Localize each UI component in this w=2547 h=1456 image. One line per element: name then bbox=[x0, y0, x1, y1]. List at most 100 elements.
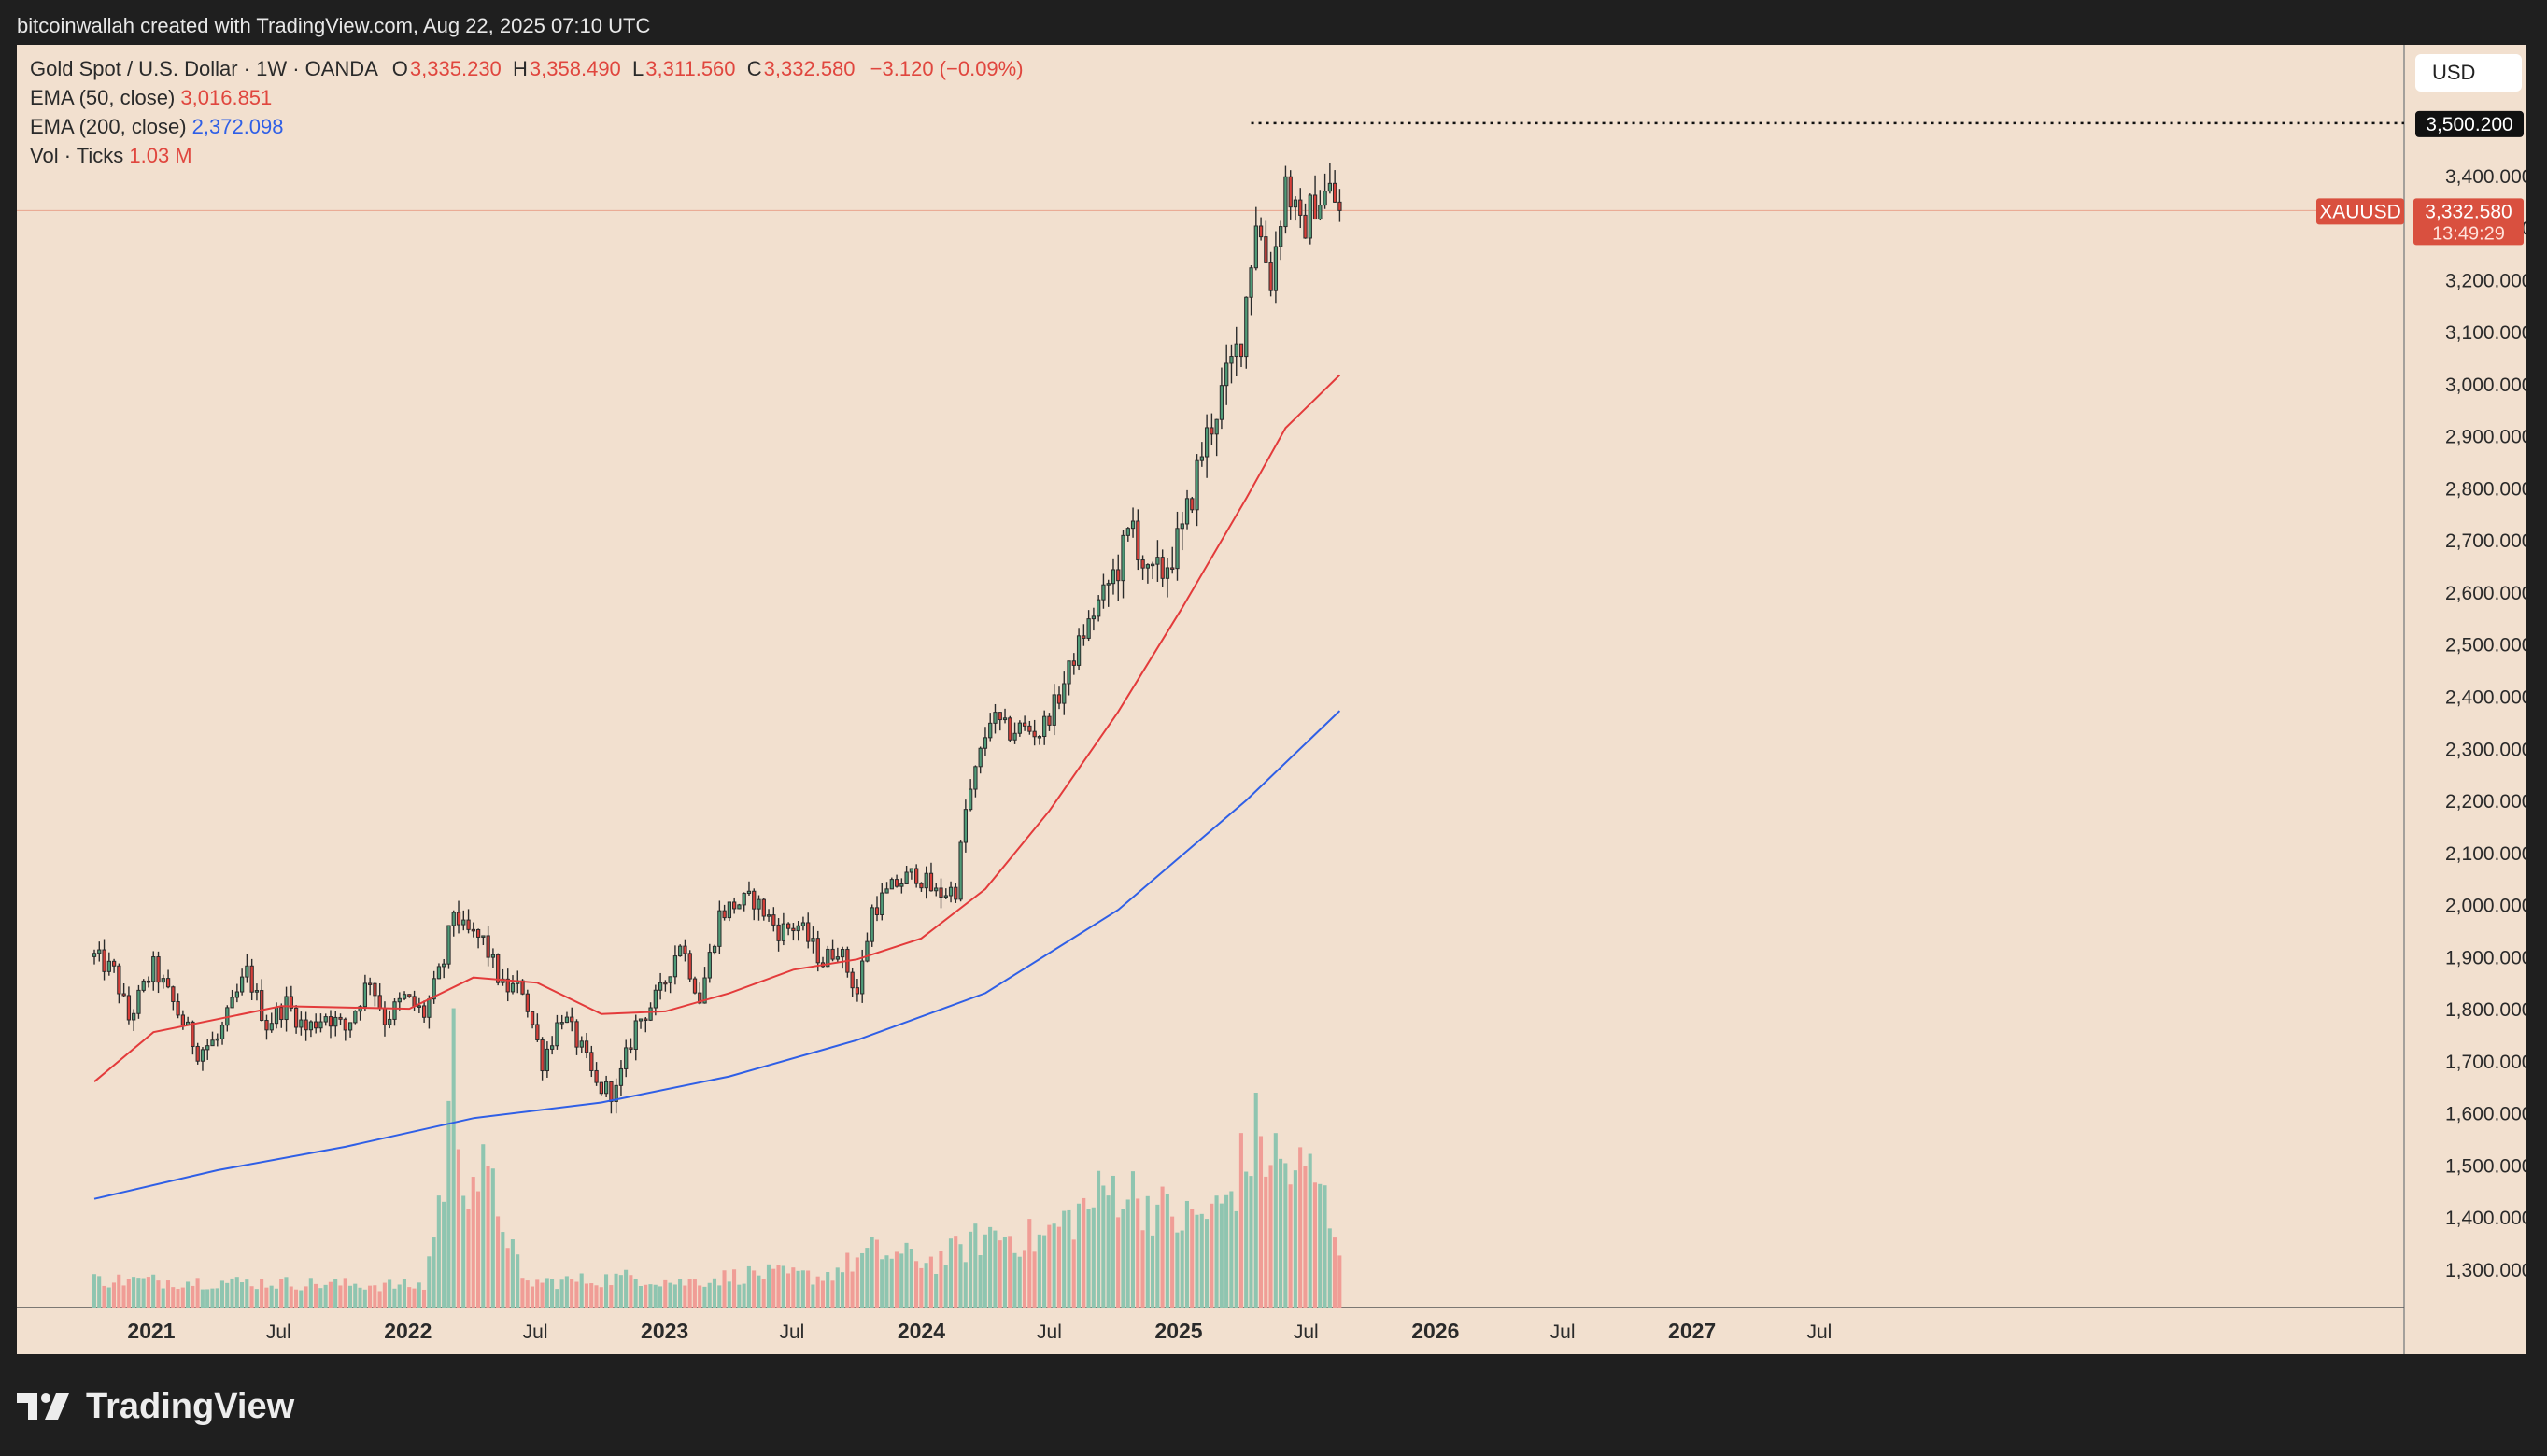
last-price-tag-label: 3,332.580 bbox=[2425, 201, 2512, 222]
volume-bar bbox=[564, 1276, 569, 1308]
volume-bar bbox=[776, 1265, 781, 1308]
volume-bar bbox=[648, 1284, 653, 1308]
candle-body bbox=[1140, 559, 1145, 569]
volume-bar bbox=[314, 1283, 318, 1308]
low-value: 3,311.560 bbox=[645, 57, 736, 80]
candle-body bbox=[909, 868, 914, 873]
volume-bar bbox=[796, 1270, 800, 1308]
volume-bar bbox=[559, 1279, 564, 1308]
volume-bar bbox=[1264, 1176, 1268, 1308]
candle-body bbox=[692, 978, 698, 994]
x-tick-label: 2023 bbox=[641, 1319, 688, 1343]
candle-body bbox=[1121, 534, 1125, 582]
volume-bar bbox=[1327, 1228, 1332, 1308]
candle-body bbox=[1008, 717, 1012, 741]
symbol-description: Gold Spot / U.S. Dollar · 1W · OANDA bbox=[30, 57, 377, 80]
x-tick-label: Jul bbox=[1806, 1322, 1832, 1343]
volume-bar bbox=[1145, 1195, 1150, 1308]
candle-body bbox=[1234, 343, 1238, 358]
candle-body bbox=[791, 927, 796, 932]
candle-body bbox=[205, 1045, 210, 1051]
volume-bar bbox=[973, 1223, 978, 1308]
legend-volume-row[interactable]: Vol · Ticks 1.03 M bbox=[30, 141, 1024, 170]
candle-body bbox=[702, 977, 707, 1004]
candle-body bbox=[776, 924, 781, 941]
candle-body bbox=[672, 955, 678, 978]
legend-symbol-row[interactable]: Gold Spot / U.S. Dollar · 1W · OANDA O3,… bbox=[30, 54, 1024, 83]
volume-bar bbox=[1337, 1255, 1342, 1308]
candle-body bbox=[830, 948, 835, 960]
chart-panel[interactable]: 3,400.0003,300.0003,200.0003,100.0003,00… bbox=[17, 45, 2526, 1354]
candle-body bbox=[1071, 660, 1076, 666]
candle-body bbox=[727, 901, 732, 919]
volume-bar bbox=[1002, 1237, 1007, 1308]
volume-bar bbox=[540, 1282, 545, 1308]
candle-body bbox=[815, 938, 820, 964]
volume-bar bbox=[397, 1284, 402, 1308]
volume-bar bbox=[752, 1270, 757, 1308]
volume-bar bbox=[737, 1284, 742, 1308]
volume-bar bbox=[1076, 1203, 1082, 1308]
volume-bar bbox=[102, 1285, 106, 1308]
volume-bar bbox=[589, 1283, 594, 1308]
candle-body bbox=[914, 868, 919, 884]
currency-selector[interactable]: USD bbox=[2415, 54, 2522, 92]
volume-bar bbox=[1273, 1133, 1278, 1308]
candle-body bbox=[353, 1011, 358, 1024]
change-value: −3.120 (−0.09%) bbox=[870, 57, 1024, 80]
candle-body bbox=[1101, 584, 1106, 601]
volume-bar bbox=[766, 1264, 771, 1308]
candle-body bbox=[1264, 236, 1268, 263]
candle-body bbox=[117, 965, 121, 995]
candle-body bbox=[1062, 683, 1067, 704]
candle-body bbox=[1214, 418, 1219, 435]
candle-body bbox=[269, 1023, 274, 1031]
ema200-label: EMA (200, close) bbox=[30, 115, 187, 138]
volume-bar bbox=[727, 1281, 731, 1308]
volume-bar bbox=[97, 1276, 102, 1308]
volume-bar bbox=[171, 1287, 176, 1308]
volume-bar bbox=[377, 1291, 382, 1308]
candle-body bbox=[338, 1016, 343, 1020]
volume-bar bbox=[687, 1279, 692, 1308]
candle-body bbox=[781, 923, 786, 941]
candle-body bbox=[865, 940, 870, 962]
candle-body bbox=[446, 925, 451, 965]
volume-bar bbox=[579, 1273, 584, 1308]
candle-body bbox=[589, 1052, 594, 1071]
volume-bar bbox=[1303, 1166, 1308, 1308]
legend-ema50-row[interactable]: EMA (50, close) 3,016.851 bbox=[30, 83, 1024, 112]
candle-body bbox=[1288, 176, 1293, 208]
volume-bar bbox=[308, 1278, 313, 1308]
volume-bar bbox=[299, 1290, 304, 1308]
volume-bar bbox=[865, 1248, 870, 1308]
volume-bar bbox=[624, 1269, 629, 1308]
candle-body bbox=[373, 982, 377, 997]
volume-bar bbox=[761, 1279, 766, 1308]
candle-body bbox=[1327, 182, 1333, 192]
candle-body bbox=[318, 1021, 323, 1029]
volume-bar bbox=[279, 1279, 284, 1308]
candle-body bbox=[1037, 736, 1042, 739]
volume-bar bbox=[1111, 1175, 1115, 1308]
y-tick-label: 3,200.000 bbox=[2445, 270, 2526, 291]
volume-bar bbox=[260, 1279, 264, 1308]
candle-body bbox=[1293, 199, 1298, 208]
candle-body bbox=[1097, 599, 1101, 617]
volume-bar bbox=[998, 1240, 1002, 1308]
high-value: 3,358.490 bbox=[529, 57, 621, 80]
x-tick-label: 2026 bbox=[1411, 1319, 1459, 1343]
price-chart[interactable]: 3,400.0003,300.0003,200.0003,100.0003,00… bbox=[17, 45, 2526, 1354]
candle-body bbox=[1268, 262, 1273, 291]
candle-body bbox=[584, 1040, 589, 1053]
legend-ema200-row[interactable]: EMA (200, close) 2,372.098 bbox=[30, 112, 1024, 141]
volume-bar bbox=[845, 1252, 850, 1308]
volume-bar bbox=[121, 1285, 126, 1308]
volume-bar bbox=[545, 1278, 549, 1308]
candle-body bbox=[579, 1040, 584, 1048]
candle-body bbox=[653, 989, 658, 1009]
candle-body bbox=[1012, 732, 1017, 741]
candle-body bbox=[722, 910, 727, 919]
volume-bar bbox=[427, 1256, 432, 1308]
volume-bar bbox=[421, 1289, 427, 1308]
